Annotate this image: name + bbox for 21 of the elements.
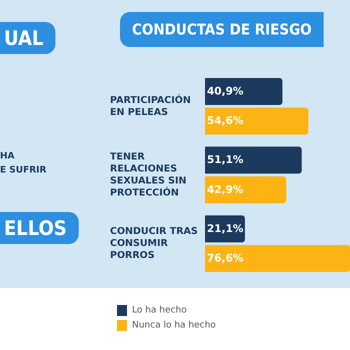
- y-tick-label: CONDUCIR TRAS CONSUMIR PORROS: [110, 226, 198, 262]
- text: E SUFRIR: [0, 166, 46, 176]
- y-tick-label: PARTICIPACIÓN EN PELEAS: [110, 94, 191, 118]
- chart-title: CONDUCTAS DE RIESGO: [132, 20, 312, 38]
- text: HA: [0, 152, 15, 162]
- text: UAL: [4, 26, 44, 50]
- bar: [205, 176, 286, 204]
- legend-label: Lo ha hecho: [132, 306, 188, 316]
- bar: [205, 78, 282, 105]
- data-label: 42,9%: [207, 184, 244, 196]
- data-label: 51,1%: [207, 154, 244, 166]
- legend-label: Nunca lo ha hecho: [132, 320, 216, 330]
- data-label: 54,6%: [207, 115, 244, 128]
- bar: [205, 245, 350, 272]
- bar: [205, 108, 308, 135]
- y-tick-label: TENER RELACIONES SEXUALES SIN PROTECCIÓN: [110, 152, 186, 198]
- text: ELLOS: [4, 216, 67, 240]
- bar: [205, 146, 302, 174]
- data-label: 76,6%: [207, 252, 244, 265]
- data-label: 21,1%: [207, 222, 244, 235]
- data-label: 40,9%: [207, 85, 244, 98]
